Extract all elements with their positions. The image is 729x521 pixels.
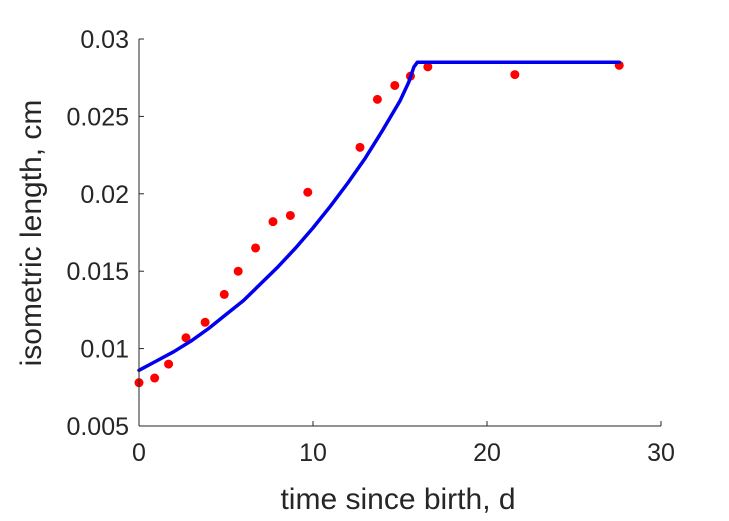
x-axis-title: time since birth, d: [280, 483, 515, 516]
x-tick-label: 0: [132, 439, 146, 467]
data-point: [372, 94, 382, 104]
y-tick-label: 0.01: [80, 336, 129, 364]
data-point: [150, 373, 160, 383]
y-tick-label: 0.005: [66, 413, 129, 441]
x-tick-label: 10: [299, 439, 327, 467]
data-point: [200, 317, 210, 327]
y-tick-label: 0.015: [66, 258, 129, 286]
y-tick-label: 0.03: [80, 26, 129, 54]
y-tick-label: 0.02: [80, 181, 129, 209]
y-axis-title: isometric length, cm: [15, 100, 48, 367]
data-point: [233, 266, 243, 276]
data-point: [510, 70, 520, 80]
data-point: [164, 359, 174, 369]
axes: 0 10 20 30 0.005 0.01 0.015 0.02 0.025 0.03: [66, 26, 674, 467]
plot-area: [134, 60, 624, 388]
data-point: [390, 80, 400, 90]
data-point: [423, 62, 433, 72]
x-tick-label: 30: [647, 439, 675, 467]
model-fit-line: [137, 60, 621, 373]
data-point: [181, 333, 191, 343]
data-point: [303, 187, 313, 197]
data-point: [268, 217, 278, 227]
data-point: [219, 289, 229, 299]
x-tick-label: 20: [473, 439, 501, 467]
data-point: [355, 142, 365, 152]
data-point: [285, 210, 295, 220]
data-point: [251, 243, 261, 253]
y-tick-label: 0.025: [66, 103, 129, 131]
